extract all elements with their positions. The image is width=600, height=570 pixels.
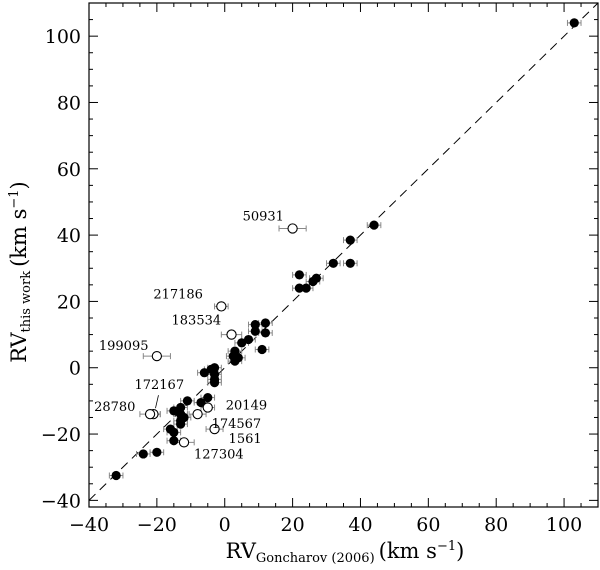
point-annotations: 50931 217186 183534 199095 172167 28780 20149 1… [94, 209, 284, 462]
y-tick-label: 20 [57, 291, 81, 313]
data-points [111, 18, 579, 481]
point-annotation: 199095 [99, 339, 149, 354]
open-point [209, 423, 220, 435]
open-point [287, 223, 298, 234]
x-tick-label: 40 [348, 514, 372, 536]
x-axis-label-unit-close: ) [456, 539, 464, 563]
point-annotation: 28780 [94, 400, 135, 415]
filled-point [199, 368, 209, 378]
y-axis-label-unit-exp: −1 [7, 189, 22, 208]
x-tick-label: 80 [484, 514, 508, 536]
y-tick-label: 0 [69, 358, 81, 380]
x-tick-label: 60 [416, 514, 440, 536]
x-tick-label: 100 [546, 514, 582, 536]
open-point [226, 329, 237, 340]
filled-point [176, 419, 186, 429]
y-tick-label: −20 [41, 424, 81, 446]
y-axis-label-unit: (km s [7, 209, 31, 267]
filled-point [237, 338, 247, 348]
x-tick-label: 20 [281, 514, 305, 536]
x-axis-label-unit: (km s [379, 539, 437, 563]
filled-point [260, 318, 271, 328]
y-tick-label: 80 [57, 92, 81, 114]
x-tick-label: −40 [69, 514, 109, 536]
x-axis-label-main: RV [226, 539, 257, 563]
y-tick-label: −40 [41, 490, 81, 512]
y-axis-label: RVthis work (km s−1) [7, 181, 34, 363]
filled-point [169, 436, 179, 446]
annotation-leader [155, 395, 159, 409]
filled-point [111, 470, 121, 481]
filled-point [569, 18, 579, 28]
y-tick-label: 40 [57, 225, 81, 247]
open-point [178, 437, 190, 448]
point-annotation: 172167 [134, 378, 184, 393]
x-axis-label-unit-exp: −1 [437, 539, 456, 554]
filled-point [257, 344, 267, 355]
point-annotation: 127304 [194, 447, 244, 462]
filled-point [250, 326, 260, 336]
filled-point [230, 356, 240, 366]
open-point [202, 402, 213, 413]
filled-point [196, 397, 206, 408]
x-axis-label: RVGoncharov (2006) (km s−1) [226, 539, 465, 566]
point-annotation: 183534 [172, 314, 222, 329]
open-point [192, 409, 203, 420]
point-annotation: 217186 [153, 287, 203, 302]
open-point [216, 301, 227, 312]
x-tick-label: 0 [219, 514, 231, 536]
filled-point [152, 447, 162, 457]
filled-point [209, 378, 220, 388]
filled-point [328, 258, 338, 268]
open-point [151, 350, 163, 362]
point-annotation: 20149 [226, 399, 267, 414]
filled-point [301, 283, 311, 293]
filled-point [182, 396, 193, 406]
y-axis-label-unit-close: ) [7, 181, 31, 189]
point-annotation: 50931 [243, 209, 284, 224]
filled-point [260, 328, 271, 338]
tick-labels: −40 −20 0 20 40 60 80 100 −40 −20 0 20 40 60 80 100 [41, 26, 582, 536]
y-tick-label: 60 [57, 159, 81, 181]
axis-ticks [88, 2, 599, 507]
plot-border [88, 2, 599, 508]
plot-frame [88, 2, 599, 508]
filled-point [345, 258, 355, 268]
filled-point [138, 449, 148, 459]
filled-point [250, 320, 260, 330]
x-axis-label-sub: Goncharov (2006) [256, 551, 375, 566]
y-tick-label: 100 [45, 26, 81, 48]
filled-point [203, 392, 213, 403]
filled-point [243, 334, 254, 345]
filled-point [345, 235, 355, 245]
open-point [144, 409, 156, 420]
point-annotation: 1561 [229, 432, 262, 447]
point-annotation: 174567 [212, 417, 262, 432]
filled-point [308, 276, 318, 287]
filled-point [176, 402, 186, 413]
filled-point [169, 427, 179, 437]
identity-line [88, 2, 599, 501]
filled-point [294, 283, 304, 293]
y-axis-label-sub: this work [19, 271, 34, 333]
y-axis-label-main: RV [7, 332, 31, 363]
reference-line [88, 2, 599, 501]
filled-point [294, 270, 304, 280]
x-tick-label: −20 [137, 514, 177, 536]
filled-point [369, 220, 379, 230]
filled-point [169, 406, 179, 416]
